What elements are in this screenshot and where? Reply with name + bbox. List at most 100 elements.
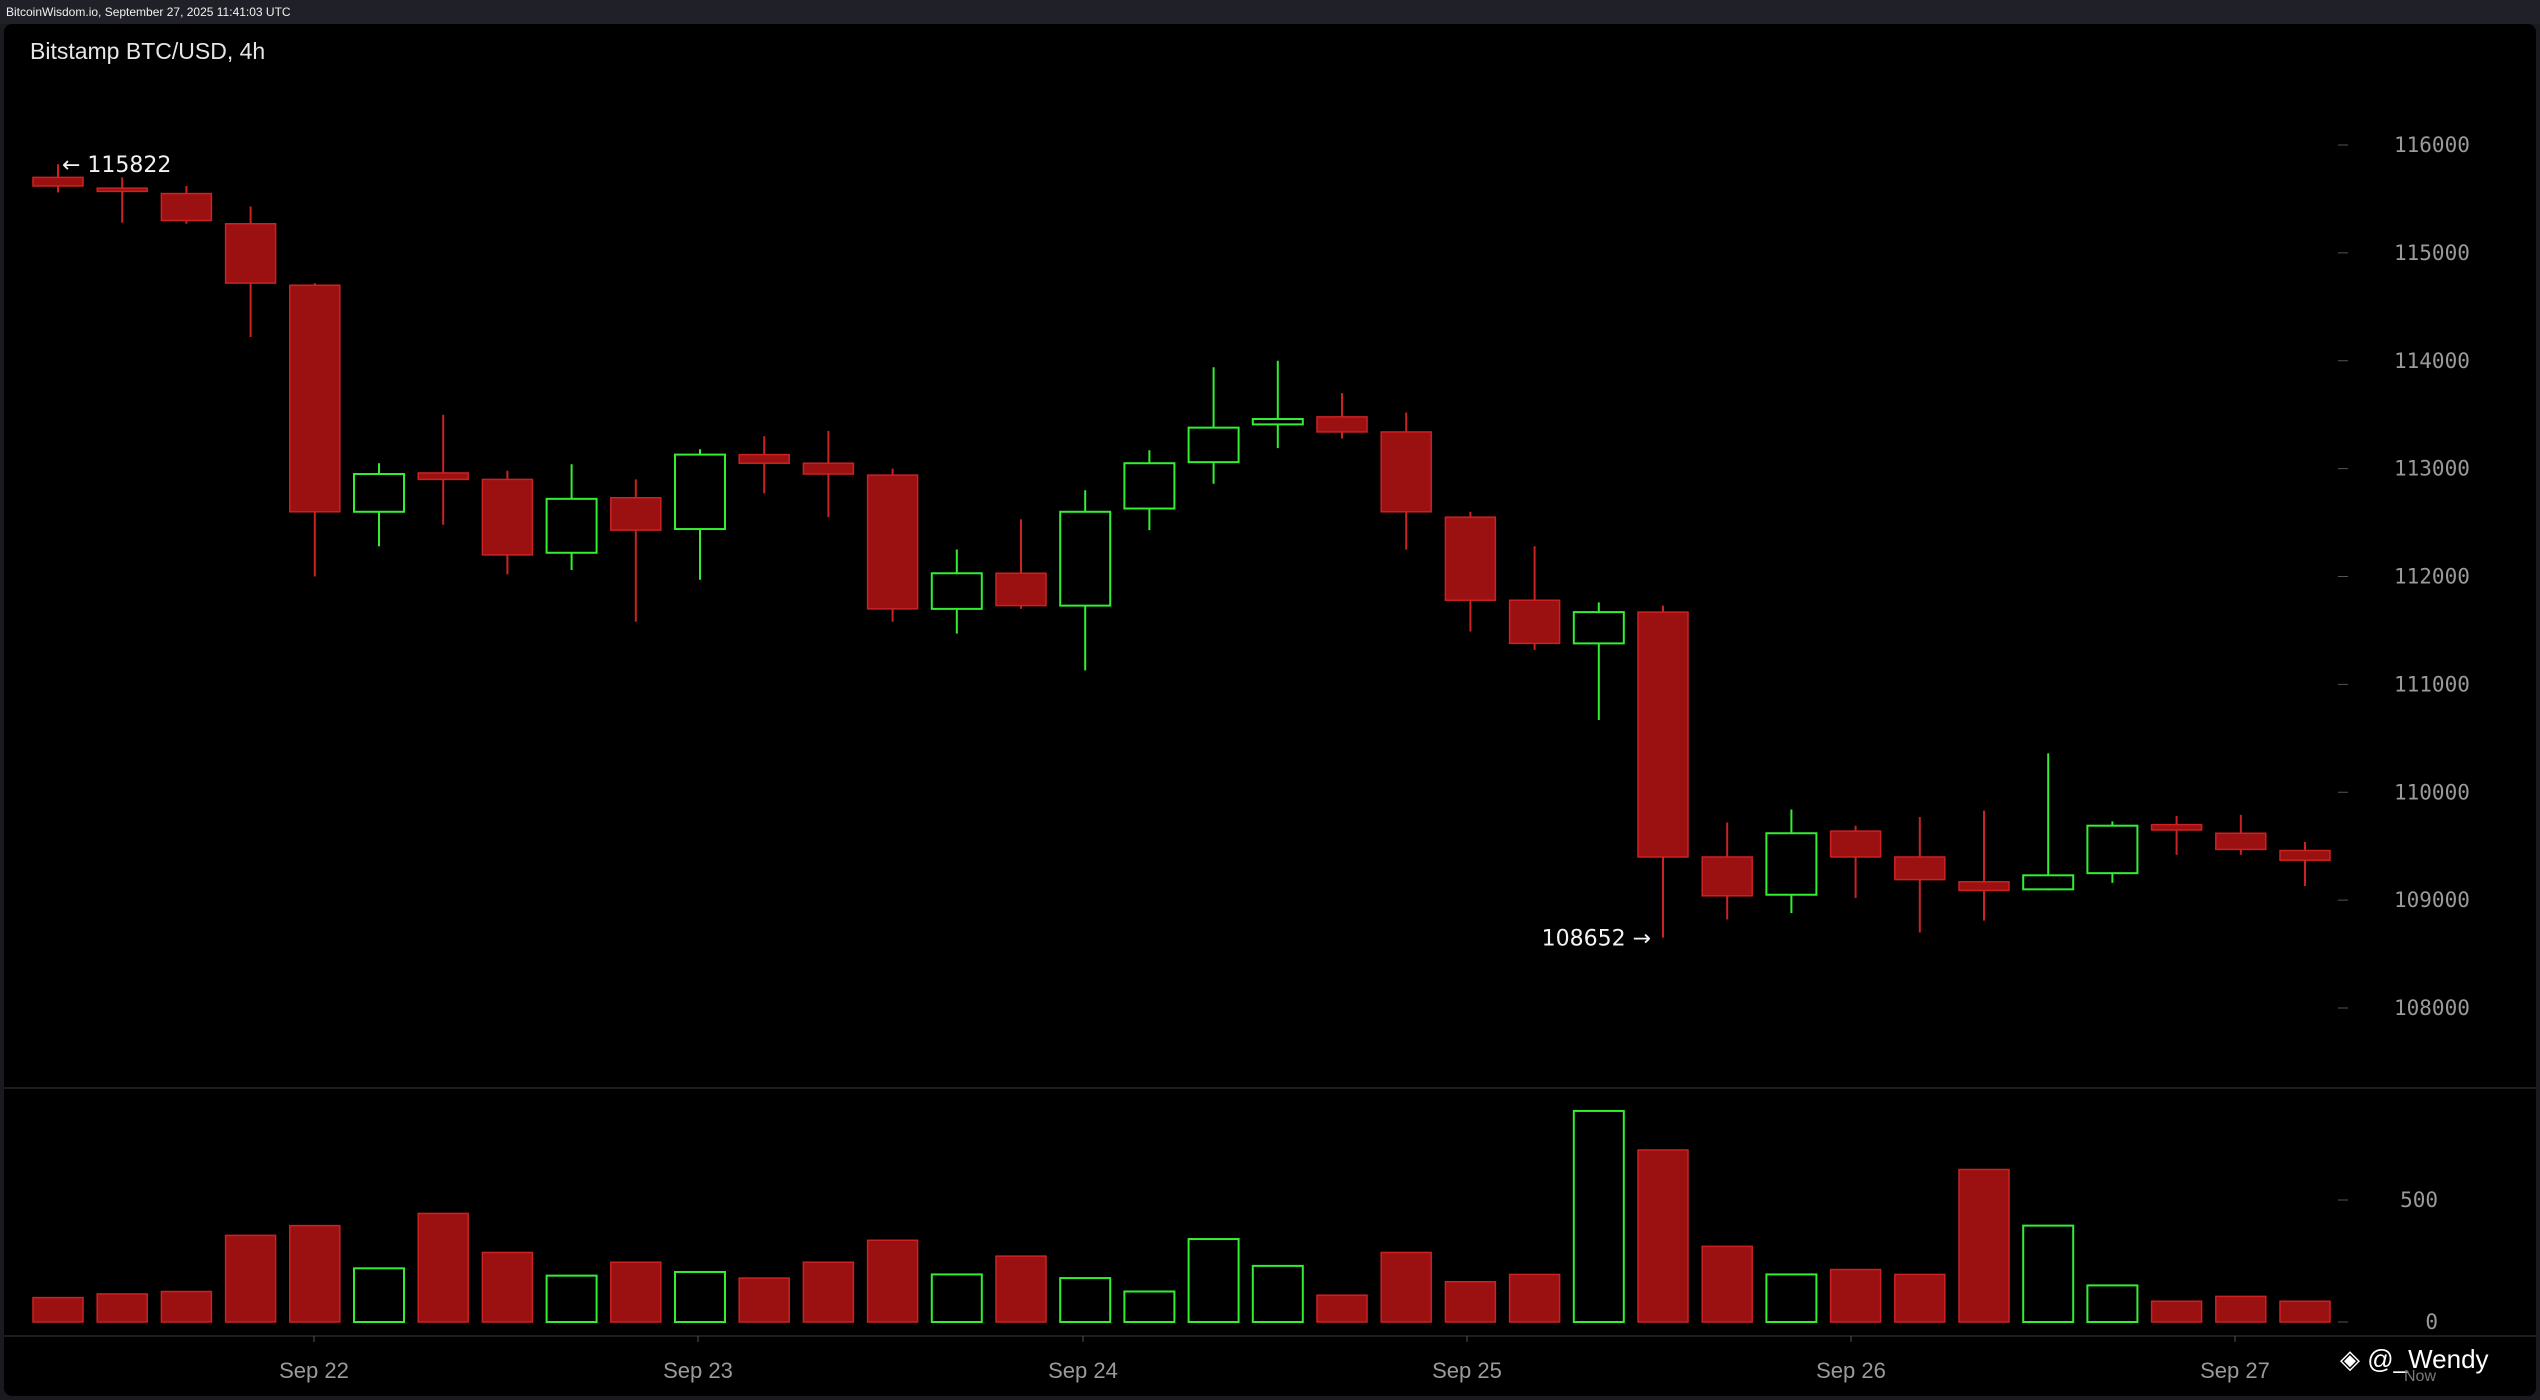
chart-svg[interactable]: 108000 109000 110000 111000 112000 113000 1140…	[4, 24, 2536, 1396]
candle-body	[1958, 881, 2010, 892]
candle-layer	[32, 164, 2331, 938]
candle-body	[289, 284, 341, 513]
volume-bar	[1894, 1273, 1946, 1323]
candle-body	[2215, 832, 2267, 851]
volume-bar	[2279, 1300, 2331, 1323]
volume-bar	[96, 1293, 148, 1323]
candle-body	[1316, 416, 1368, 433]
candle	[1508, 546, 1561, 650]
x-tick-label: Sep 26	[1816, 1358, 1886, 1383]
price-tick-label: 114000	[2394, 349, 2470, 373]
candle	[2022, 753, 2075, 891]
candle	[802, 430, 855, 518]
candle	[2279, 841, 2331, 887]
volume-bar	[2215, 1295, 2267, 1323]
candle	[1444, 511, 1497, 632]
candle	[2086, 821, 2139, 883]
candle	[674, 449, 726, 580]
candle-body	[2086, 824, 2139, 875]
candle-body	[417, 472, 469, 481]
volume-bar	[32, 1296, 84, 1323]
timestamp-bar: BitcoinWisdom.io, September 27, 2025 11:…	[0, 0, 2540, 24]
x-tick-label: Sep 27	[2200, 1358, 2270, 1383]
volume-bar	[1316, 1294, 1368, 1323]
candle	[481, 470, 534, 575]
candle	[1894, 817, 1946, 933]
price-tick-label: 115000	[2394, 241, 2470, 265]
volume-bar	[1637, 1149, 1689, 1323]
candle-body	[353, 473, 405, 513]
volume-bar	[1765, 1273, 1818, 1324]
volume-bar	[738, 1277, 790, 1323]
volume-bar	[481, 1251, 534, 1323]
candle-body	[1637, 611, 1689, 858]
candle	[417, 414, 469, 525]
grid-layer	[4, 1087, 2536, 1337]
candle-body	[1123, 462, 1176, 510]
volume-bar	[224, 1234, 277, 1323]
candle-body	[802, 462, 855, 475]
candle-body	[160, 192, 213, 222]
volume-bar	[2150, 1300, 2203, 1323]
chart-title: Bitstamp BTC/USD, 4h	[30, 38, 266, 64]
candle-body	[224, 222, 277, 284]
candle	[96, 177, 148, 223]
candle	[353, 463, 405, 547]
candle	[1637, 605, 1689, 938]
timestamp-text: BitcoinWisdom.io, September 27, 2025 11:…	[6, 5, 291, 19]
volume-bar	[802, 1261, 855, 1323]
candle	[738, 436, 790, 494]
x-tick-label: Sep 23	[663, 1358, 733, 1383]
candle	[930, 549, 983, 634]
candle-body	[1187, 426, 1240, 464]
volume-bar	[1829, 1268, 1882, 1323]
candle	[1059, 490, 1112, 671]
price-tick-label: 111000	[2394, 672, 2470, 696]
volume-bar	[1958, 1168, 2010, 1323]
volume-tick-label: 500	[2400, 1188, 2438, 1212]
candle	[1123, 450, 1176, 531]
candle	[224, 206, 277, 338]
volume-bar	[866, 1239, 919, 1323]
volume-bar	[2022, 1224, 2075, 1323]
high-annotation: ← 115822	[62, 153, 171, 178]
volume-bar	[674, 1270, 726, 1323]
candle-body	[32, 176, 84, 187]
price-tick-label: 112000	[2394, 565, 2470, 589]
axis-layer: 108000 109000 110000 111000 112000 113000 1140…	[279, 133, 2470, 1383]
binance-diamond-icon: ◈	[2340, 1344, 2360, 1374]
volume-bar	[1251, 1264, 1304, 1324]
price-tick-label: 108000	[2394, 996, 2470, 1020]
candle	[1251, 360, 1304, 449]
price-tick-label: 109000	[2394, 888, 2470, 912]
price-tick-label: 113000	[2394, 457, 2470, 481]
candle-body	[1251, 418, 1304, 426]
low-annotation: 108652 →	[1542, 927, 1651, 952]
price-tick-label: 110000	[2394, 780, 2470, 804]
x-tick-label: Sep 22	[279, 1358, 349, 1383]
volume-layer	[32, 1109, 2331, 1324]
candle	[1316, 393, 1368, 439]
volume-bar	[1187, 1238, 1240, 1324]
candle	[2150, 815, 2203, 855]
candle-body	[930, 572, 983, 610]
volume-bar	[610, 1261, 662, 1323]
volume-bar	[1508, 1273, 1561, 1323]
candle-body	[96, 187, 148, 193]
candle-body	[2150, 823, 2203, 831]
candle-body	[1829, 830, 1882, 858]
candle	[1380, 412, 1432, 550]
candle-body	[1059, 510, 1112, 607]
candle	[545, 464, 598, 571]
x-tick-label: Sep 25	[1432, 1358, 1502, 1383]
chart-panel: 108000 109000 110000 111000 112000 113000 1140…	[4, 24, 2536, 1396]
candle	[32, 164, 84, 193]
candle-body	[1572, 611, 1625, 645]
candle	[1572, 602, 1625, 720]
volume-bar	[1444, 1280, 1497, 1323]
volume-bar	[417, 1212, 469, 1323]
volume-bar	[545, 1274, 598, 1324]
volume-bar	[1123, 1290, 1176, 1323]
volume-tick-label: 0	[2425, 1310, 2438, 1334]
volume-bar	[1059, 1277, 1112, 1323]
